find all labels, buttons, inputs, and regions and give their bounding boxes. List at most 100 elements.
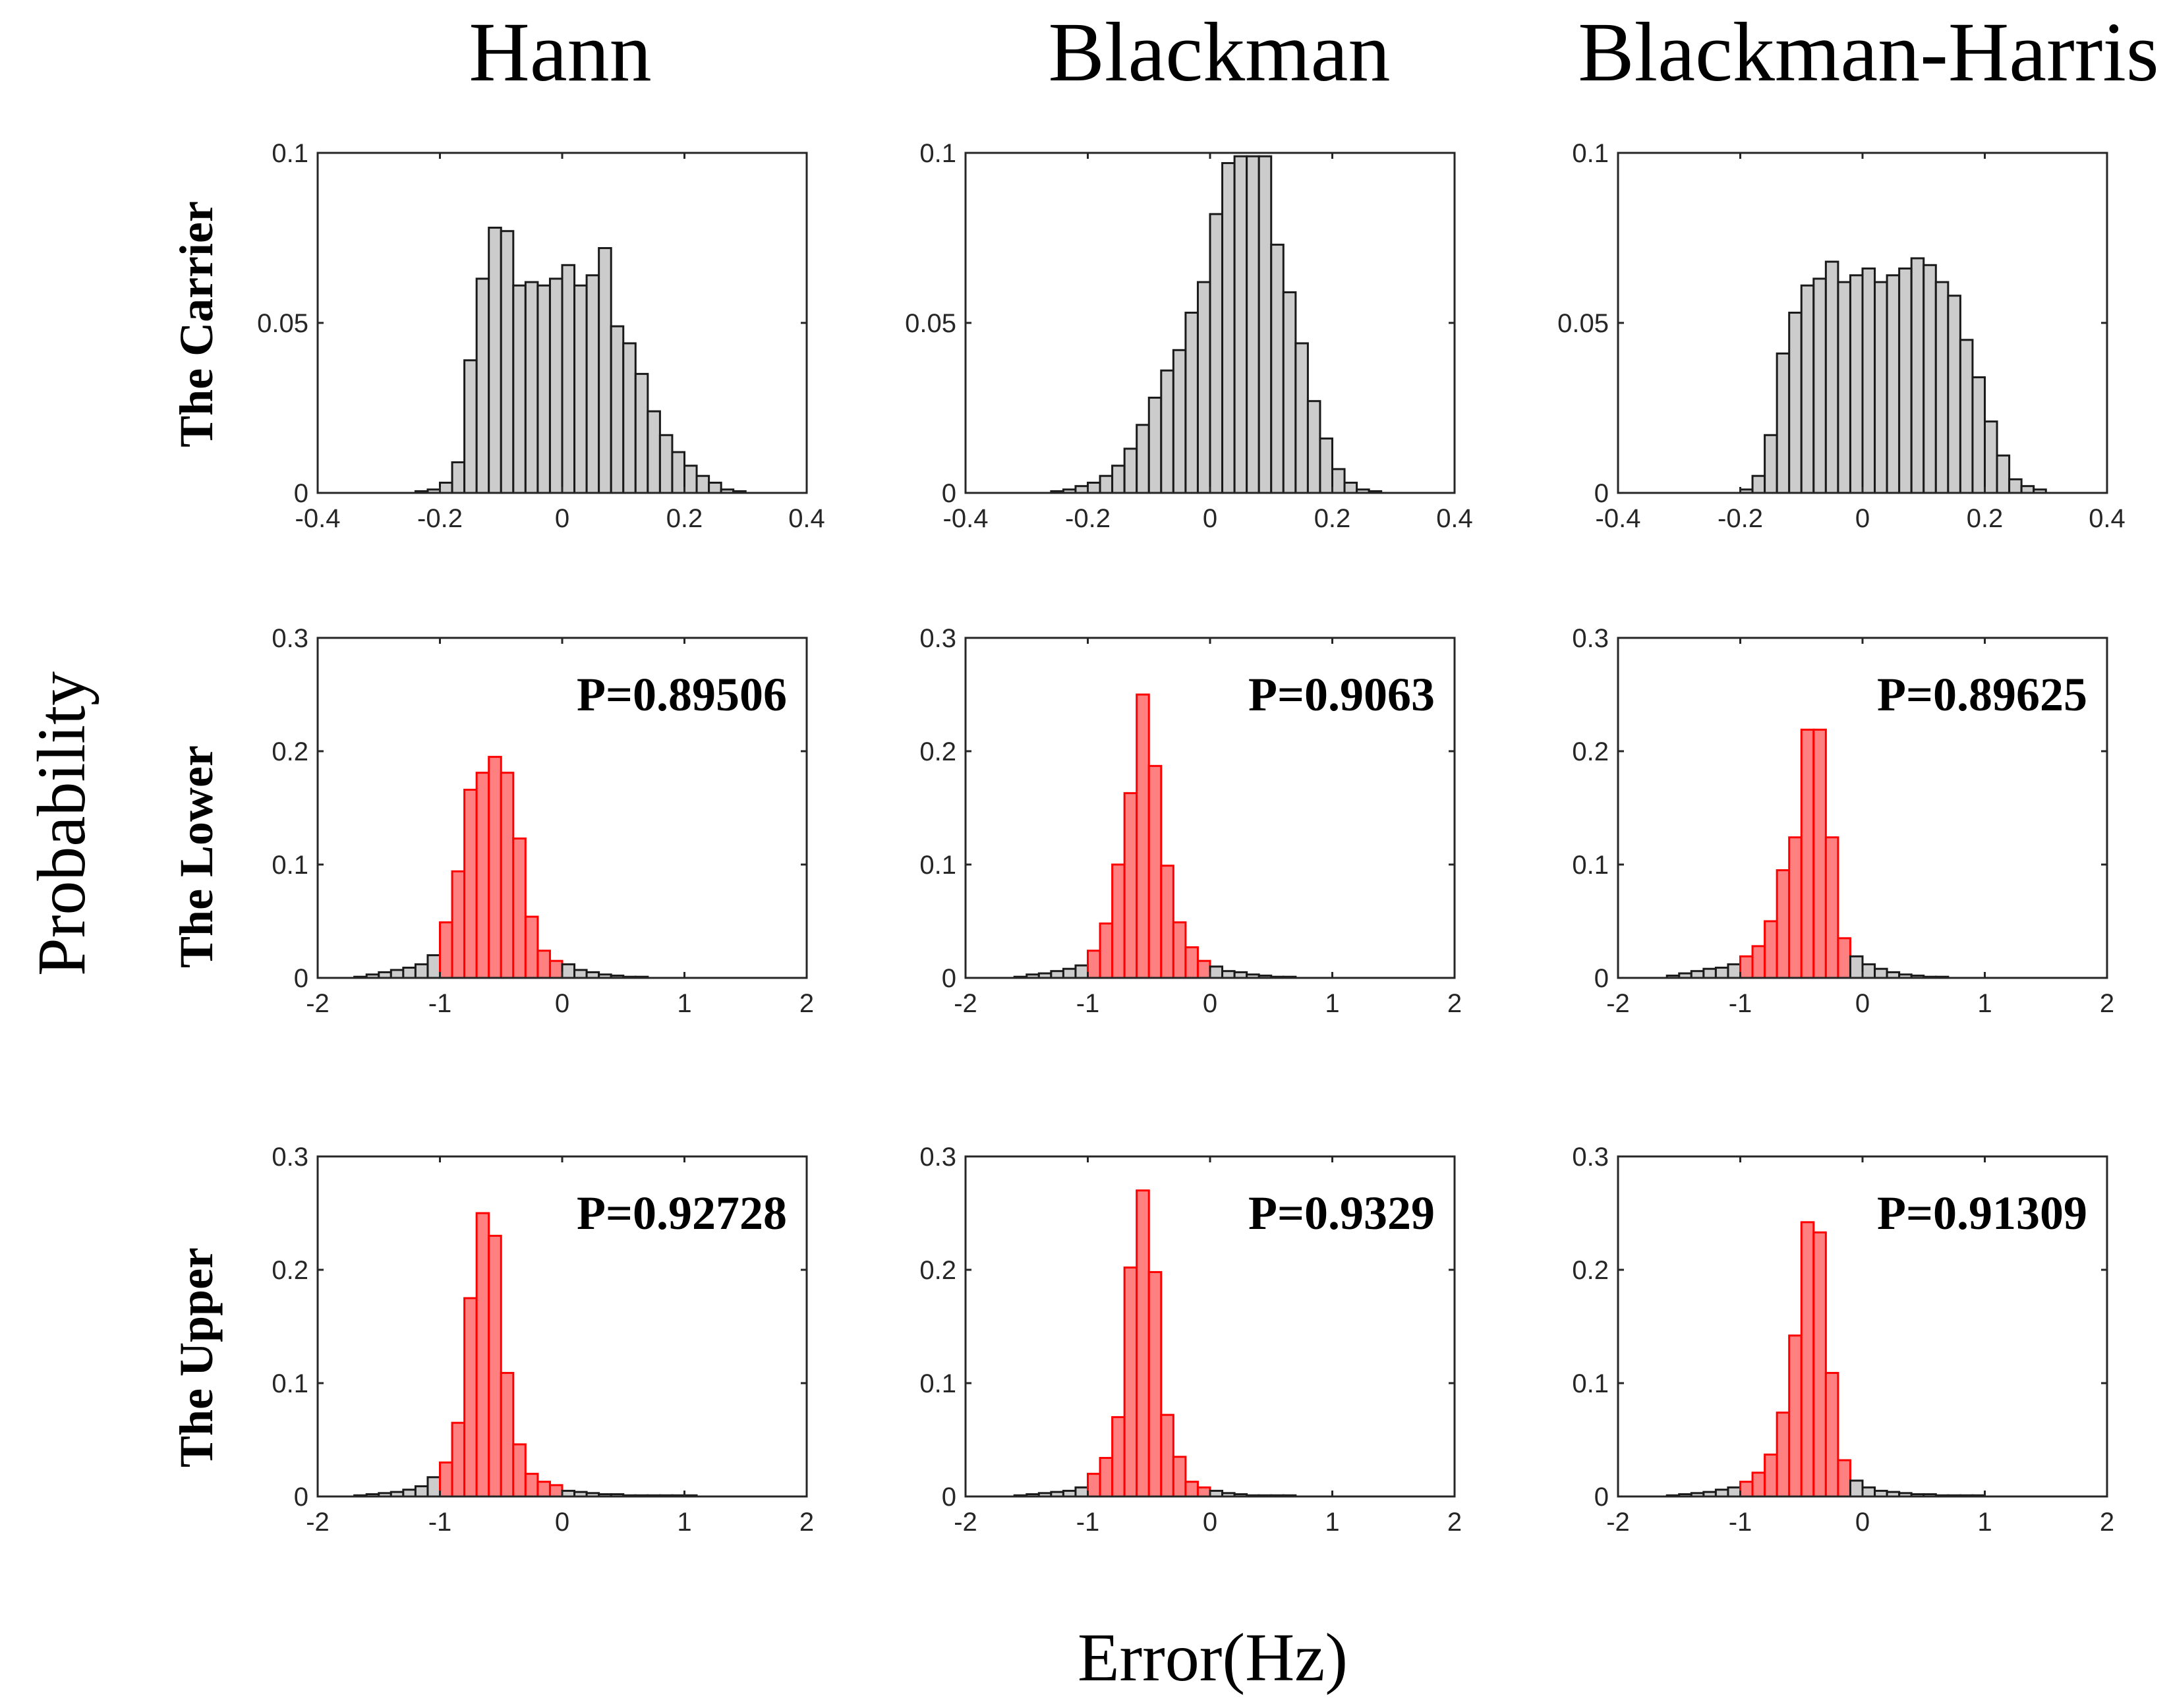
histogram-bar <box>1714 1489 1729 1498</box>
y-tick-label: 0.1 <box>272 1369 308 1398</box>
probability-annotation: P=0.9329 <box>1248 1187 1435 1239</box>
histogram-bar <box>1172 921 1187 979</box>
y-tick-label: 0 <box>1594 964 1609 993</box>
histogram-bar <box>402 967 417 979</box>
histogram-bar <box>1727 963 1741 979</box>
histogram-bar <box>561 963 576 979</box>
histogram-bar <box>1184 312 1199 494</box>
y-tick-label: 0.1 <box>1572 851 1609 880</box>
x-tick-label: -0.4 <box>295 504 341 533</box>
histogram-bar <box>439 921 453 979</box>
histogram-bar <box>1246 155 1260 494</box>
histogram-bar <box>414 963 429 979</box>
histogram-bar <box>1727 1486 1741 1498</box>
x-tick-label: -0.2 <box>1065 504 1111 533</box>
histogram-bar <box>1800 728 1815 979</box>
histogram-bar <box>1959 339 1974 494</box>
histogram-bar <box>1837 281 1851 494</box>
y-tick-label: 0.05 <box>1557 309 1609 338</box>
x-tick-label: 0.4 <box>788 504 825 533</box>
histogram-bar <box>1824 260 1839 494</box>
histogram-bar <box>1923 264 1937 494</box>
histogram-bar <box>488 1234 502 1498</box>
histogram-bar <box>1849 955 1864 979</box>
histogram-bar <box>500 230 515 494</box>
y-tick-label: 0.05 <box>257 309 308 338</box>
histogram-bar <box>1172 349 1187 494</box>
y-tick-label: 0 <box>942 1483 956 1512</box>
histogram-bar <box>1209 965 1224 979</box>
histogram-bar <box>708 482 722 494</box>
histogram-bar <box>683 465 698 494</box>
histogram-bar <box>1087 482 1101 494</box>
row-label-lower: The Lower <box>170 745 223 968</box>
histogram-bar <box>573 284 588 494</box>
x-tick-label: -1 <box>1729 1508 1752 1537</box>
y-tick-label: 0.1 <box>272 851 308 880</box>
histogram-bar <box>512 837 527 979</box>
histogram-bar <box>1910 257 1925 494</box>
histogram-bar <box>1147 1270 1163 1498</box>
y-tick-label: 0.2 <box>1572 737 1609 766</box>
x-tick-label: 1 <box>1977 1508 1992 1537</box>
histogram-bar <box>671 451 686 494</box>
histogram-bar <box>500 1372 515 1498</box>
x-tick-label: -0.4 <box>943 504 989 533</box>
histogram-bar <box>1111 465 1126 494</box>
histogram-bar <box>475 1212 490 1498</box>
histogram-bar <box>1221 970 1236 979</box>
column-title-hann: Hann <box>469 5 651 99</box>
histogram-bar <box>1837 937 1851 979</box>
histogram-bar <box>1776 1411 1791 1498</box>
x-tick-label: 2 <box>799 989 814 1018</box>
histogram-bar <box>1258 155 1273 494</box>
histogram-bar <box>1111 1416 1126 1498</box>
x-tick-label: 2 <box>1447 1508 1462 1537</box>
y-tick-label: 0.1 <box>919 139 956 168</box>
histogram-bar <box>1824 1372 1839 1498</box>
panel-1: -0.4 -0.2 0 0.2 0.4 0 0.05 0.1 <box>905 139 1473 533</box>
histogram-bar <box>1751 1471 1766 1498</box>
histogram-bar <box>1062 967 1077 979</box>
y-tick-label: 0.1 <box>1572 139 1609 168</box>
histogram-bar <box>1099 922 1114 979</box>
histogram-bar <box>1160 369 1174 494</box>
histogram-bar <box>524 915 539 979</box>
histogram-bar <box>1861 963 1876 979</box>
histogram-bar <box>1160 1413 1174 1498</box>
x-tick-label: 0 <box>555 989 569 1018</box>
y-tick-label: 0.3 <box>1572 624 1609 653</box>
y-tick-label: 0 <box>942 964 956 993</box>
histogram-bar <box>1898 267 1913 494</box>
histogram-bar <box>610 325 625 494</box>
histogram-bar <box>1764 1453 1778 1498</box>
x-tick-label: 2 <box>1447 989 1462 1018</box>
y-tick-label: 0.3 <box>1572 1143 1609 1172</box>
histogram-bar <box>1294 342 1309 494</box>
histogram-bar <box>658 434 674 494</box>
y-tick-label: 0.3 <box>919 1143 956 1172</box>
panels-group: -0.4 -0.2 0 0.2 0.4 0 0.05 0.1 -0.4 -0.2 0 0.2 0.4 0 0… <box>257 139 2126 1537</box>
histogram-bar <box>1172 1456 1187 1498</box>
y-tick-label: 0 <box>294 1483 308 1512</box>
histogram-bar <box>1209 213 1224 494</box>
histogram-bar <box>1123 1267 1138 1498</box>
histogram-bar <box>1123 447 1138 494</box>
x-tick-label: -2 <box>954 989 977 1018</box>
histogram-bar <box>1136 424 1150 494</box>
histogram-bar <box>451 1421 466 1498</box>
x-tick-label: 0 <box>555 1508 569 1537</box>
histogram-bar <box>1123 792 1138 979</box>
x-tick-label: -0.2 <box>417 504 463 533</box>
histogram-bar <box>1343 482 1358 494</box>
x-tick-label: 0 <box>1203 504 1217 533</box>
histogram-bar <box>1074 485 1089 494</box>
x-tick-label: 0.2 <box>1967 504 2004 533</box>
histogram-bar <box>1306 400 1321 494</box>
histogram-bar <box>1788 312 1803 494</box>
histogram-bar <box>524 281 539 494</box>
row-label-upper: The Upper <box>170 1247 223 1467</box>
panel-3: -2 -1 0 1 2 0 0.1 0.2 0.3 P=0.89506 <box>272 624 814 1018</box>
histogram-bar <box>1702 967 1717 979</box>
